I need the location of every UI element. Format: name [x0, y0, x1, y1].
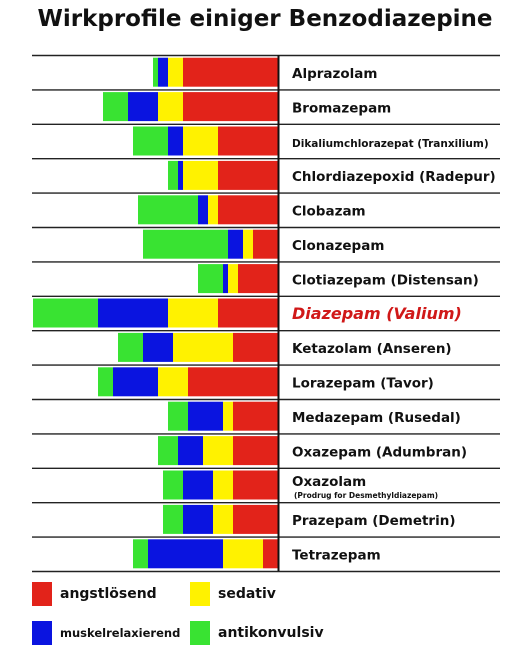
bar-segment [183, 160, 218, 190]
bar-segment [158, 57, 168, 87]
bar-segment [188, 401, 223, 431]
bar-segment [118, 332, 143, 362]
bar-segment [188, 367, 278, 397]
category-label: Clotiazepam (Distensan) [292, 272, 479, 288]
bar-segment [228, 229, 243, 259]
category-label: Chlordiazepoxid (Radepur) [292, 169, 496, 185]
legend-label: muskelrelaxierend [60, 626, 181, 640]
bar-segment [173, 332, 233, 362]
legend-swatch [32, 621, 52, 645]
bar-segment [243, 229, 253, 259]
bar-segment [233, 436, 278, 466]
category-label: Prazepam (Demetrin) [292, 513, 456, 529]
bar-segment [158, 92, 183, 122]
category-label: Clonazepam [292, 238, 384, 254]
bar-segment [143, 332, 173, 362]
bar-segment [98, 298, 168, 328]
legend-swatch [32, 582, 52, 606]
bar-segment [148, 539, 223, 569]
category-label: Tetrazepam [292, 548, 381, 564]
bar-segment [238, 264, 278, 294]
bar-segment [213, 470, 233, 500]
legend-item: muskelrelaxierend [32, 621, 180, 645]
bar-segment [163, 470, 183, 500]
bar-segment [183, 470, 213, 500]
bar-segment [98, 367, 113, 397]
bar-segment [183, 57, 278, 87]
category-label: Alprazolam [292, 66, 377, 82]
bar-segment [33, 298, 98, 328]
bar-segment [213, 504, 233, 534]
category-label: Bromazepam [292, 100, 391, 116]
bar-segment [168, 160, 178, 190]
bar-segment [168, 57, 183, 87]
legend-label: sedativ [218, 586, 276, 602]
bar-segment [163, 504, 183, 534]
bar-segment [263, 539, 278, 569]
bar-segment [218, 160, 278, 190]
bar-segment [113, 367, 158, 397]
bar-segment [198, 264, 223, 294]
bar-segment [203, 436, 233, 466]
bar-segment [178, 160, 183, 190]
bar-segment [183, 504, 213, 534]
bar-segment [208, 195, 218, 225]
category-label: Lorazepam (Tavor) [292, 376, 434, 392]
bar-segment [253, 229, 278, 259]
bar-segment [223, 401, 233, 431]
bar-segment [158, 367, 188, 397]
category-label: Clobazam [292, 204, 366, 220]
bar-segment [183, 92, 278, 122]
bar-segment [143, 229, 228, 259]
legend-item: sedativ [190, 582, 276, 606]
bar-segment [168, 401, 188, 431]
category-label: Oxazolam [292, 474, 366, 490]
bar-segment [223, 539, 263, 569]
bar-segment [228, 264, 238, 294]
bar-segment [233, 401, 278, 431]
legend-label: angstlösend [60, 586, 157, 602]
bar-segment [233, 470, 278, 500]
bar-segment [178, 436, 203, 466]
bar-segment [168, 126, 183, 156]
bar-segment [218, 126, 278, 156]
category-label: Ketazolam (Anseren) [292, 341, 452, 357]
bar-segment [133, 126, 168, 156]
bar-segment [223, 264, 228, 294]
bar-segment [158, 436, 178, 466]
category-label: Diazepam (Valium) [292, 304, 462, 323]
legend-swatch [190, 621, 210, 645]
bar-segment [103, 92, 128, 122]
bar-segment [233, 332, 278, 362]
bar-segment [183, 126, 218, 156]
legend-swatch [190, 582, 210, 606]
category-sublabel: (Prodrug for Desmethyldiazepam) [294, 491, 438, 500]
legend-item: antikonvulsiv [190, 621, 324, 645]
bar-segment [168, 298, 218, 328]
bar-segment [138, 195, 198, 225]
chart-title: Wirkprofile einiger Benzodiazepine [37, 6, 493, 32]
legend-item: angstlösend [32, 582, 157, 606]
bar-segment [128, 92, 158, 122]
bar-segment [218, 298, 278, 328]
bar-segment [233, 504, 278, 534]
bar-segment [218, 195, 278, 225]
bar-segment [198, 195, 208, 225]
category-label: Dikaliumchlorazepat (Tranxilium) [292, 138, 489, 150]
category-label: Medazepam (Rusedal) [292, 410, 461, 426]
legend-label: antikonvulsiv [218, 625, 324, 641]
category-label: Oxazepam (Adumbran) [292, 444, 467, 460]
bar-segment [133, 539, 148, 569]
bar-segment [153, 57, 158, 87]
